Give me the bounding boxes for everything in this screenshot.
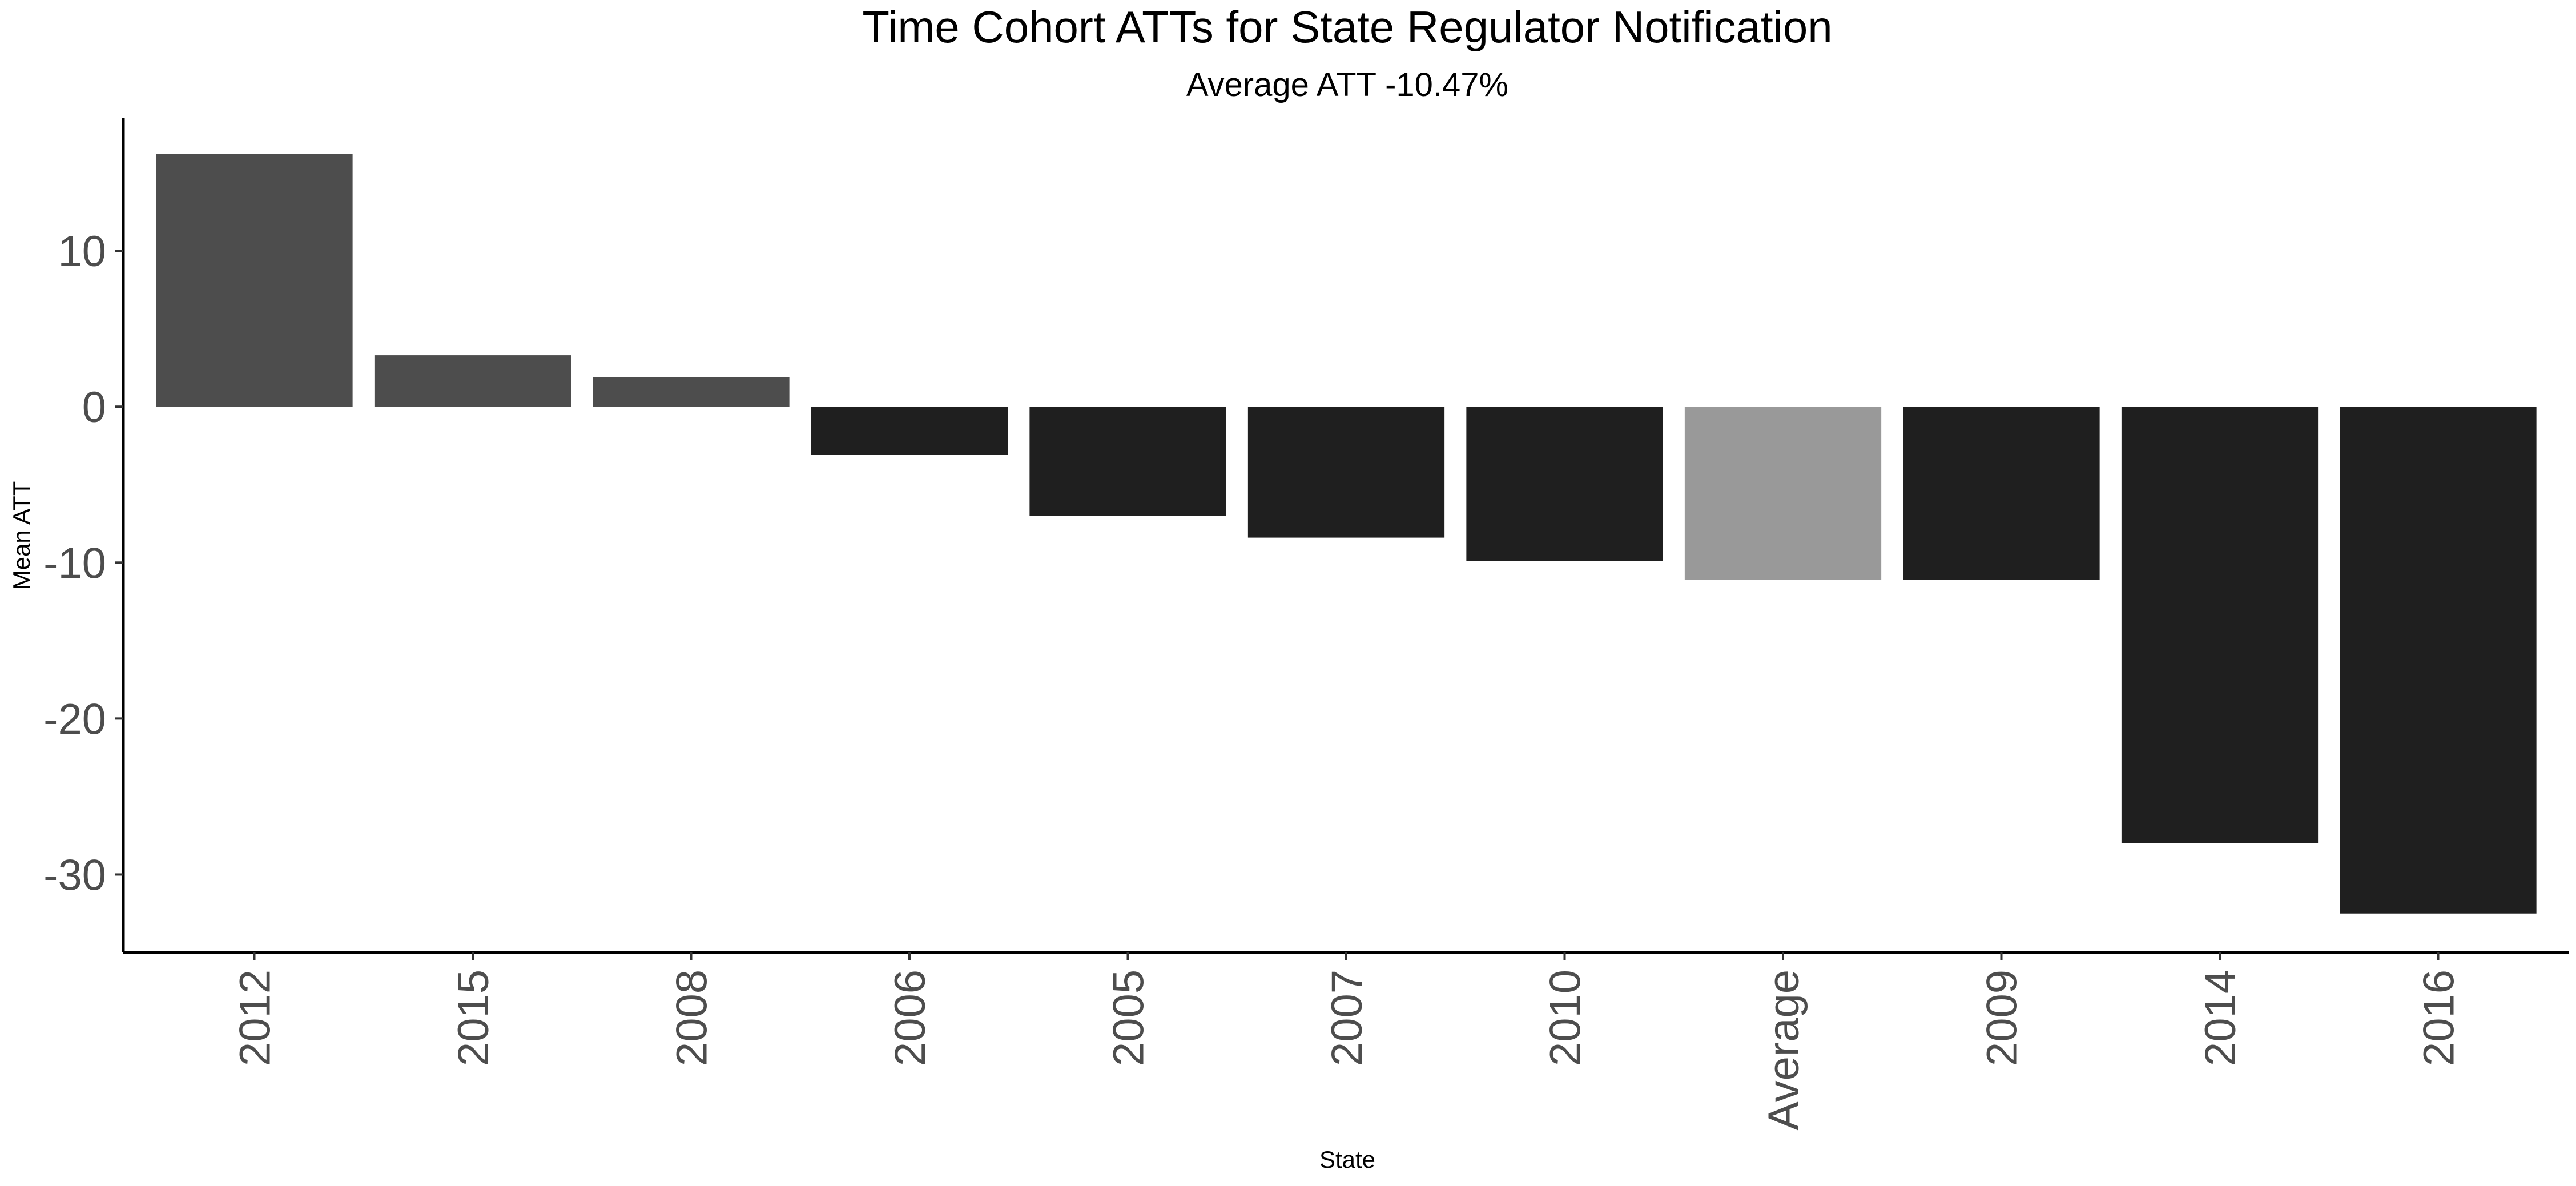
bar-2010 [1466, 407, 1663, 561]
y-axis-label: Mean ATT [8, 481, 35, 590]
bar-2015 [374, 355, 571, 407]
x-tick-label: 2008 [668, 970, 717, 1066]
y-tick-label: 0 [82, 383, 106, 432]
bar-2016 [2340, 407, 2537, 914]
bar-2008 [593, 377, 790, 407]
bar-2009 [1903, 407, 2100, 580]
bar-2012 [156, 154, 353, 407]
y-ticks-layer: 10 0 -10 -20 -30 [43, 227, 123, 899]
y-tick-label: -20 [43, 695, 106, 743]
chart-title: Time Cohort ATTs for State Regulator Not… [862, 2, 1832, 52]
y-tick-label: -30 [43, 851, 106, 899]
x-tick-label: 2009 [1978, 970, 2027, 1066]
bar-2007 [1247, 407, 1445, 538]
x-tick-label: 2006 [886, 970, 935, 1066]
x-tick-label: 2012 [231, 970, 280, 1066]
bar-2014 [2121, 407, 2319, 843]
x-tick-label: 2007 [1323, 970, 1371, 1066]
x-tick-label: 2010 [1541, 970, 1590, 1066]
y-tick-label: 10 [58, 227, 106, 276]
x-axis-label: State [1319, 1146, 1375, 1173]
y-tick-label: -10 [43, 539, 106, 588]
x-tick-label: 2014 [2196, 970, 2245, 1066]
chart-subtitle: Average ATT -10.47% [1186, 66, 1508, 103]
x-tick-label: 2016 [2415, 970, 2464, 1066]
bar-2005 [1029, 407, 1226, 516]
x-tick-label: 2005 [1105, 970, 1153, 1066]
x-tick-label: 2015 [449, 970, 498, 1066]
x-tick-label: Average [1760, 970, 1808, 1131]
bar-2006 [811, 407, 1008, 455]
x-ticks-layer: 2012 2015 2008 2006 2005 2007 2010 Average 2009 2… [231, 952, 2464, 1131]
bar-average [1684, 407, 1882, 580]
bars-layer [156, 154, 2537, 914]
